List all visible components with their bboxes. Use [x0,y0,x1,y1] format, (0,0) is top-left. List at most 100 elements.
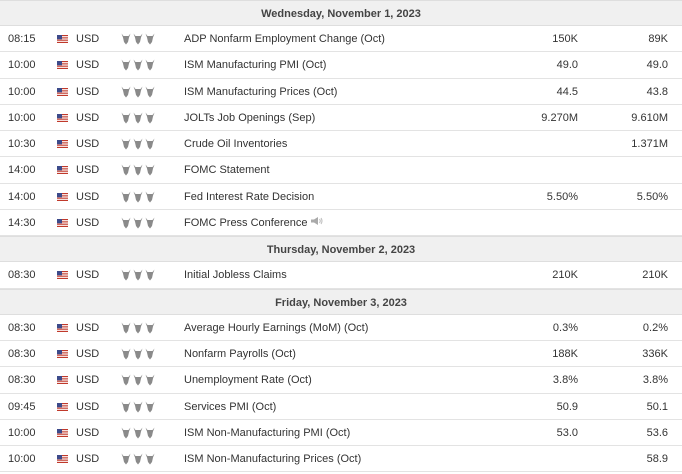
event-actual: 9.270M [541,111,578,124]
event-name[interactable]: Crude Oil Inventories [184,138,288,151]
event-currency: USD [76,138,100,151]
event-currency: USD [76,400,100,413]
event-currency: USD [76,85,100,98]
event-row[interactable]: 14:00 USD FOMC Statement [0,157,682,184]
event-time: 10:00 [8,85,36,98]
importance-bull-icons [121,59,157,71]
event-name-wrap[interactable]: Nonfarm Payrolls (Oct) [184,341,296,367]
event-name-wrap[interactable]: Services PMI (Oct) [184,394,276,420]
event-actual: 44.5 [556,85,578,98]
importance-bull-icons [121,164,157,176]
event-currency: USD [76,217,100,230]
event-row[interactable]: 10:00 USD ISM Non-Manufacturing Prices (Oc… [0,446,682,473]
event-row[interactable]: 08:30 USD Nonfarm Payrolls (Oct) 188K 336K [0,341,682,368]
event-name[interactable]: ISM Non-Manufacturing PMI (Oct) [184,426,351,439]
event-forecast: 1.371M [631,138,668,151]
event-time: 10:00 [8,111,36,124]
event-row[interactable]: 08:15 USD ADP Nonfarm Employment Change (O… [0,26,682,53]
event-name[interactable]: ADP Nonfarm Employment Change (Oct) [184,33,385,45]
event-forecast: 5.50% [636,190,668,203]
event-name[interactable]: Average Hourly Earnings (MoM) (Oct) [184,321,369,334]
event-actual: 53.0 [556,426,578,439]
event-forecast: 336K [642,347,668,360]
event-row[interactable]: 10:00 USD ISM Non-Manufacturing PMI (Oct) 5… [0,420,682,447]
event-name[interactable]: Services PMI (Oct) [184,400,277,413]
event-name-wrap[interactable]: Crude Oil Inventories [184,131,287,157]
event-name[interactable]: ISM Manufacturing PMI (Oct) [184,59,327,72]
us-flag-icon [57,271,68,280]
event-name[interactable]: FOMC Statement [184,164,270,177]
day-header: Thursday, November 2, 2023 [0,236,682,263]
event-row[interactable]: 10:00 USD ISM Manufacturing Prices (Oct) 44… [0,79,682,105]
event-name-wrap[interactable]: Fed Interest Rate Decision [184,184,314,210]
event-row[interactable]: 10:00 USD JOLTs Job Openings (Sep) 9.270M 9.… [0,105,682,132]
event-forecast: 9.610M [631,111,668,124]
event-actual: 50.9 [556,400,578,413]
event-name[interactable]: JOLTs Job Openings (Sep) [184,111,316,124]
event-name[interactable]: Unemployment Rate (Oct) [184,374,312,387]
event-currency: USD [76,190,100,203]
event-currency: USD [76,59,100,72]
event-time: 10:30 [8,138,36,151]
importance-bull-icons [121,374,157,386]
event-name-wrap[interactable]: ISM Manufacturing Prices (Oct) [184,79,337,105]
event-name-wrap[interactable]: ISM Non-Manufacturing Prices (Oct) [184,446,361,472]
event-currency: USD [76,426,100,439]
event-row[interactable]: 14:30 USD FOMC Press Conference [0,210,682,237]
event-row[interactable]: 10:00 USD ISM Manufacturing PMI (Oct) 49.0 4… [0,52,682,79]
event-row[interactable]: 08:30 USD Average Hourly Earnings (MoM) (O… [0,315,682,341]
event-name-wrap[interactable]: Initial Jobless Claims [184,262,287,288]
event-time: 08:30 [8,321,36,334]
event-name[interactable]: Nonfarm Payrolls (Oct) [184,347,296,360]
importance-bull-icons [121,217,157,229]
importance-bull-icons [121,86,157,98]
day-header: Friday, November 3, 2023 [0,288,682,315]
event-name-wrap[interactable]: FOMC Press Conference [184,210,324,236]
event-name[interactable]: ISM Non-Manufacturing Prices (Oct) [184,453,362,466]
event-row[interactable]: 14:00 USD Fed Interest Rate Decision 5.50% 5… [0,184,682,211]
event-name-wrap[interactable]: Average Hourly Earnings (MoM) (Oct) [184,315,368,341]
event-actual: 188K [552,347,578,360]
us-flag-icon [57,349,68,358]
us-flag-icon [57,455,68,464]
event-name[interactable]: ISM Manufacturing Prices (Oct) [184,85,338,98]
event-name-wrap[interactable]: ADP Nonfarm Employment Change (Oct) [184,26,385,52]
event-forecast: 58.9 [646,453,668,466]
event-actual: 0.3% [552,321,578,334]
event-forecast: 3.8% [642,374,668,387]
event-actual: 150K [552,33,578,45]
importance-bull-icons [121,112,157,124]
event-name-wrap[interactable]: ISM Manufacturing PMI (Oct) [184,52,326,78]
importance-bull-icons [121,427,157,439]
us-flag-icon [57,140,68,149]
event-name-wrap[interactable]: Unemployment Rate (Oct) [184,367,312,393]
event-row[interactable]: 10:30 USD Crude Oil Inventories 1.371M [0,131,682,158]
event-currency: USD [76,374,100,387]
event-forecast: 49.0 [646,59,668,72]
event-time: 08:30 [8,269,36,282]
us-flag-icon [57,402,68,411]
event-row[interactable]: 09:45 USD Services PMI (Oct) 50.9 50.1 [0,394,682,420]
us-flag-icon [57,192,68,201]
importance-bull-icons [121,322,157,334]
event-forecast: 50.1 [646,400,668,413]
event-name-wrap[interactable]: FOMC Statement [184,157,270,183]
event-name[interactable]: Fed Interest Rate Decision [184,190,315,203]
event-name[interactable]: FOMC Press Conference [184,217,308,230]
event-currency: USD [76,453,100,466]
importance-bull-icons [121,269,157,281]
us-flag-icon [57,166,68,175]
importance-bull-icons [121,401,157,413]
event-name-wrap[interactable]: JOLTs Job Openings (Sep) [184,105,315,131]
importance-bull-icons [121,138,157,150]
event-row[interactable]: 08:30 USD Initial Jobless Claims 210K 210K [0,262,682,289]
event-row[interactable]: 08:30 USD Unemployment Rate (Oct) 3.8% 3.8% [0,367,682,394]
event-name-wrap[interactable]: ISM Non-Manufacturing PMI (Oct) [184,420,350,446]
us-flag-icon [57,428,68,437]
event-name[interactable]: Initial Jobless Claims [184,269,287,282]
event-actual: 5.50% [546,190,578,203]
event-time: 08:30 [8,347,36,360]
speaker-icon [310,210,324,236]
us-flag-icon [57,35,68,43]
